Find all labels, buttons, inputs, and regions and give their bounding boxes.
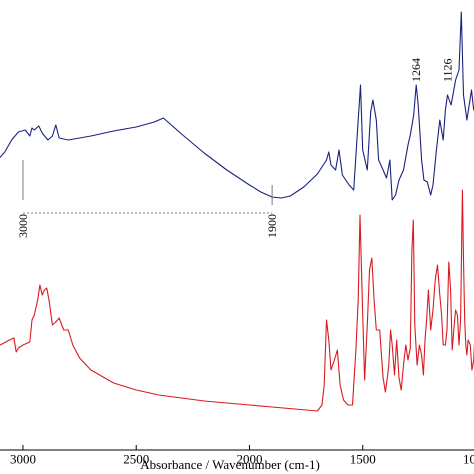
x-axis-ticks: 3000 2500 2000 1500 1000	[10, 445, 474, 467]
marker-label-1900: 1900	[265, 214, 279, 238]
marker-label-3000: 3000	[16, 214, 30, 238]
spectra-layer	[0, 11, 474, 412]
spectrum-line-1	[0, 11, 474, 201]
x-tick-label: 2000	[236, 452, 262, 467]
peak-label-1264: 1264	[409, 58, 423, 82]
x-tick-label: 1500	[350, 452, 376, 467]
x-axis-title: Absorbance / Wavenumber (cm-1)	[140, 457, 320, 472]
annotation-layer: 3000 1900 1264 1126	[16, 58, 455, 238]
x-tick-label: 2500	[123, 452, 149, 467]
peak-label-1126: 1126	[440, 58, 454, 82]
x-tick-label: 3000	[10, 452, 36, 467]
x-tick-label: 1000	[463, 452, 474, 467]
spectrum-line-2	[0, 189, 474, 412]
